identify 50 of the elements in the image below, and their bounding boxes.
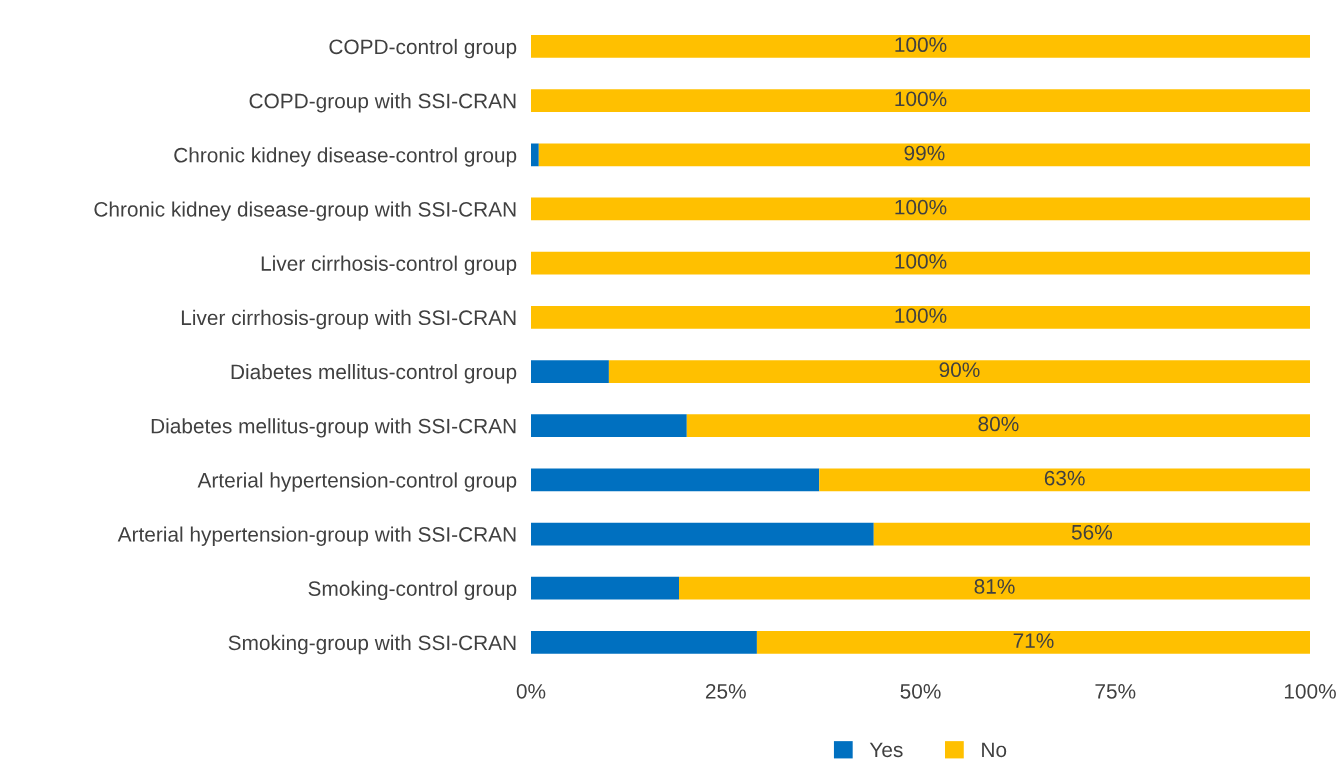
bar	[531, 89, 1310, 112]
bar	[686, 414, 1310, 438]
bar	[531, 522, 874, 546]
y-tick-label: Liver cirrhosis-group with SSI-CRAN	[181, 309, 516, 330]
bar	[531, 360, 609, 383]
y-tick-label: Diabetes mellitus-control group	[231, 363, 517, 384]
data-label: 90%	[939, 362, 980, 378]
data-label: 81%	[974, 579, 1015, 594]
y-tick-label: Chronic kidney disease-control group	[174, 147, 517, 167]
x-tick-label: 75%	[1095, 684, 1136, 699]
y-tick-label: Diabetes mellitus-group with SSI-CRAN	[151, 418, 516, 438]
bar	[531, 35, 1310, 58]
bar	[531, 305, 1310, 329]
data-label: 99%	[904, 145, 945, 161]
y-tick-label: Arterial hypertension-control group	[197, 472, 517, 492]
x-tick-label: 25%	[705, 683, 746, 699]
x-tick-label: 0%	[516, 683, 546, 699]
bar	[531, 197, 1310, 221]
data-label: 71%	[1013, 633, 1054, 648]
data-label: 100%	[895, 37, 947, 53]
y-tick-label: Chronic kidney disease-group with SSI-CRAN	[94, 201, 516, 221]
bar	[531, 631, 757, 654]
bar	[531, 414, 687, 438]
legend-label: Yes	[869, 742, 903, 758]
bar	[756, 631, 1310, 654]
data-label: 100%	[895, 91, 947, 107]
data-label: 56%	[1071, 524, 1112, 540]
bar	[531, 251, 1310, 275]
data-label: 100%	[895, 308, 947, 323]
bar	[531, 576, 680, 600]
data-label: 63%	[1044, 470, 1085, 486]
y-tick-label: COPD-control group	[329, 38, 517, 59]
y-tick-label: Arterial hypertension-group with SSI-CRAN	[117, 526, 516, 546]
bar	[819, 468, 1310, 492]
bar	[679, 576, 1310, 600]
bar	[608, 360, 1310, 383]
x-tick-label: 50%	[900, 683, 941, 699]
bar	[531, 468, 820, 492]
data-label: 100%	[895, 199, 947, 215]
x-tick-label: 100%	[1284, 683, 1336, 699]
y-tick-label: Liver cirrhosis-control group	[261, 255, 517, 276]
bar	[873, 522, 1310, 546]
y-tick-label: Smoking-control group	[308, 580, 517, 601]
y-tick-label: Smoking-group with SSI-CRAN	[228, 634, 516, 655]
data-label: 80%	[978, 416, 1019, 432]
bar	[538, 143, 1310, 167]
legend-label: No	[982, 742, 1007, 758]
bar	[531, 143, 539, 167]
y-tick-label: COPD-group with SSI-CRAN	[249, 93, 516, 113]
data-label: 100%	[895, 254, 947, 269]
